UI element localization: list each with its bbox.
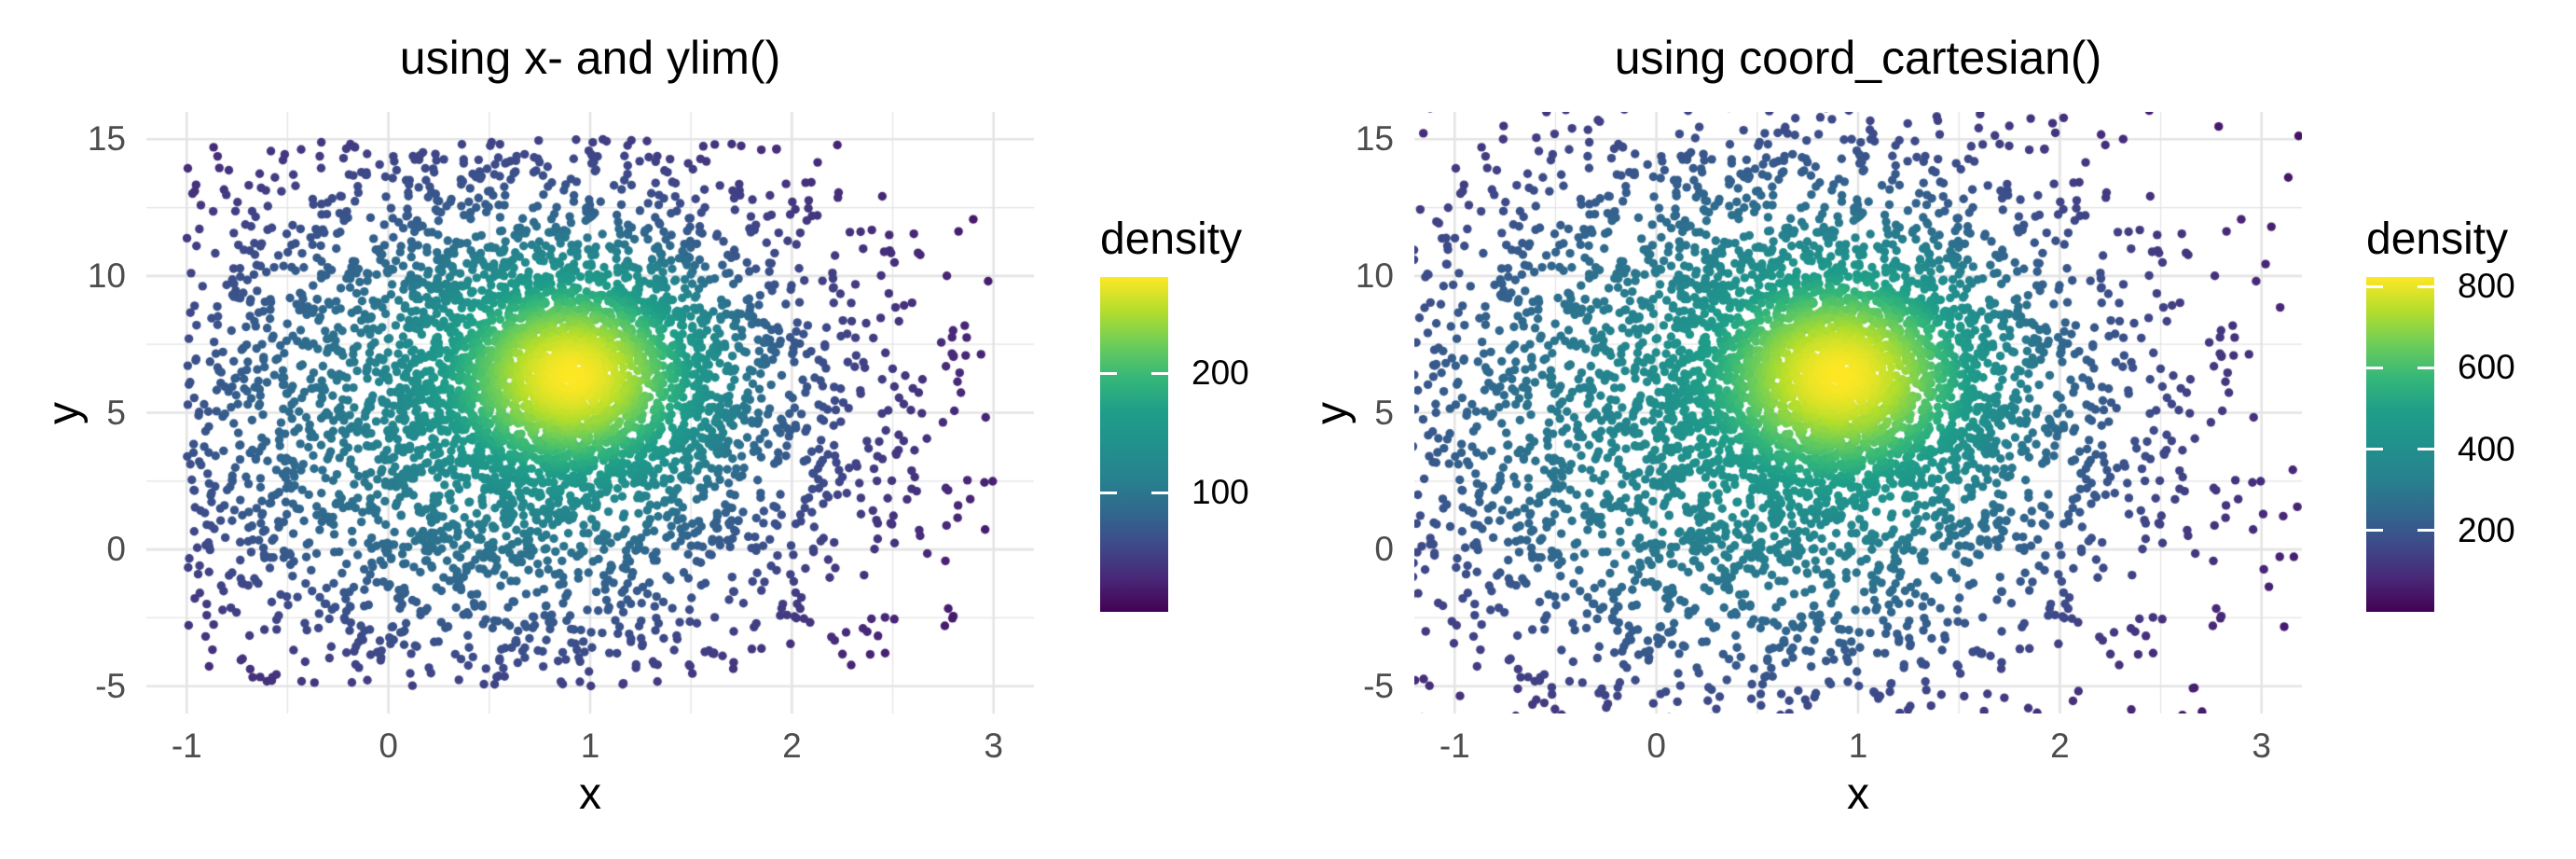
legend-tick-label: 200 bbox=[1192, 353, 1249, 393]
x-axis-title: x bbox=[579, 769, 601, 819]
x-tick-label: 1 bbox=[1848, 727, 1868, 765]
x-tick-label: -1 bbox=[171, 727, 202, 765]
legend-tick-label: 100 bbox=[1192, 473, 1249, 512]
legend-tick-label: 600 bbox=[2458, 348, 2515, 387]
legend-title: density bbox=[2366, 215, 2509, 264]
scatter-panel bbox=[1414, 112, 2302, 714]
legend-tick-label: 800 bbox=[2458, 267, 2515, 306]
x-tick-label: -1 bbox=[1439, 727, 1470, 765]
x-tick-label: 2 bbox=[2050, 727, 2070, 765]
plot-title: using coord_cartesian() bbox=[1614, 32, 2102, 84]
x-tick-label: 1 bbox=[580, 727, 600, 765]
legend-tick-mark bbox=[2366, 366, 2383, 369]
x-tick-label: 2 bbox=[782, 727, 802, 765]
legend-colorbar bbox=[2366, 277, 2434, 612]
legend-tick-mark bbox=[2418, 284, 2434, 288]
x-tick-label: 0 bbox=[1646, 727, 1666, 765]
y-tick-label: 15 bbox=[1355, 119, 1394, 159]
y-tick-label: 10 bbox=[87, 256, 126, 295]
y-tick-label: 5 bbox=[106, 393, 126, 432]
legend-tick-mark bbox=[2418, 529, 2434, 533]
legend-tick-mark bbox=[2366, 284, 2383, 288]
plot-title: using x- and ylim() bbox=[399, 32, 781, 84]
x-tick-label: 3 bbox=[984, 727, 1003, 765]
y-tick-label: 5 bbox=[1374, 393, 1394, 432]
legend-tick-label: 200 bbox=[2458, 510, 2515, 549]
scatter-panel bbox=[146, 112, 1034, 714]
legend-tick-mark bbox=[1100, 371, 1117, 375]
y-tick-label: 15 bbox=[87, 119, 126, 159]
legend-tick-mark bbox=[2418, 366, 2434, 369]
y-tick-label: 0 bbox=[1374, 530, 1394, 569]
x-tick-label: 0 bbox=[379, 727, 398, 765]
legend-tick-label: 400 bbox=[2458, 429, 2515, 468]
legend-tick-mark bbox=[1100, 491, 1117, 494]
legend-title: density bbox=[1100, 215, 1243, 264]
legend-colorbar bbox=[1100, 277, 1168, 612]
y-tick-label: -5 bbox=[95, 666, 126, 705]
legend-tick-mark bbox=[2418, 448, 2434, 451]
legend-tick-mark bbox=[2366, 529, 2383, 533]
y-tick-label: -5 bbox=[1363, 666, 1394, 705]
legend-tick-mark bbox=[1151, 491, 1168, 494]
y-tick-label: 10 bbox=[1355, 256, 1394, 295]
x-axis-title: x bbox=[1847, 769, 1869, 819]
legend-tick-mark bbox=[2366, 448, 2383, 451]
x-tick-label: 3 bbox=[2252, 727, 2271, 765]
y-tick-label: 0 bbox=[106, 530, 126, 569]
legend-tick-mark bbox=[1151, 371, 1168, 375]
